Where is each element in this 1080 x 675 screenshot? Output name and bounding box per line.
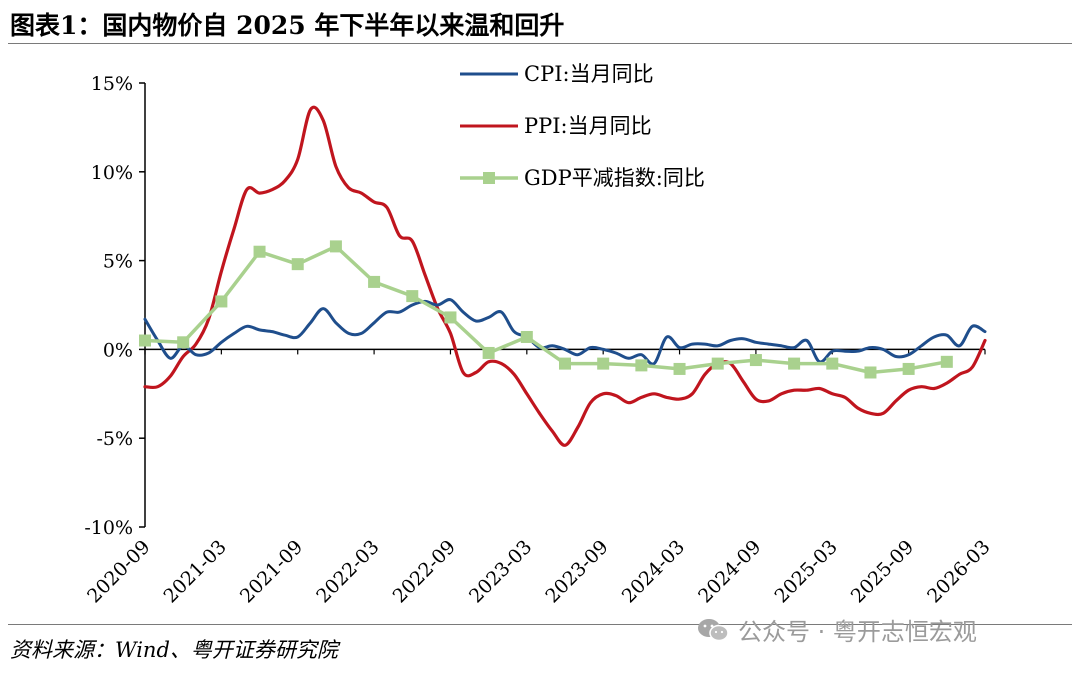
y-tick-label: 0% [103, 339, 133, 361]
x-tick-label: 2024-09 [694, 536, 765, 607]
y-tick-labels: 15% 10% 5% 0% -5% -10% [84, 73, 133, 539]
chart-series [139, 105, 987, 447]
cpi-line [143, 298, 987, 366]
gdp-deflator-marker [902, 362, 915, 375]
chart-legend: CPI:当月同比 PPI:当月同比 GDP平减指数:同比 [460, 62, 705, 190]
x-tick-label: 2022-03 [312, 536, 383, 607]
chart-axes [139, 82, 986, 528]
gdp-deflator-marker [329, 240, 342, 253]
gdp-legend-label: GDP平减指数:同比 [524, 166, 705, 190]
x-tick-label: 2022-09 [389, 536, 460, 607]
gdp-deflator-marker [559, 357, 571, 370]
gdp-deflator-marker [177, 336, 190, 349]
cpi-legend-label: CPI:当月同比 [524, 62, 654, 86]
gdp-deflator-marker [864, 366, 877, 379]
gdp-deflator-marker [635, 359, 648, 372]
y-tick-label: -10% [84, 517, 133, 539]
x-tick-label: 2021-03 [160, 536, 231, 607]
gdp-deflator-marker [139, 334, 151, 347]
x-tick-label: 2026-03 [923, 536, 994, 607]
gdp-deflator-marker [826, 357, 839, 370]
gdp-legend-marker [483, 172, 495, 184]
y-tick-label: 10% [91, 162, 133, 184]
ppi-legend-label: PPI:当月同比 [524, 114, 652, 138]
y-tick-label: 15% [91, 73, 133, 95]
gdp-deflator-marker [482, 346, 495, 359]
watermark: 公众号 · 粤开志恒宏观 [696, 612, 977, 647]
y-tick-label: 5% [103, 251, 133, 273]
x-tick-label: 2025-03 [770, 536, 841, 607]
x-tick-label: 2023-09 [541, 536, 612, 607]
gdp-deflator-marker [368, 275, 381, 288]
title-divider [8, 43, 1072, 44]
gdp-deflator-marker [444, 311, 457, 324]
x-tick-label: 2021-09 [236, 536, 307, 607]
source-note: 资料来源：Wind、粤开证券研究院 [10, 638, 338, 662]
ppi-line [143, 105, 987, 447]
x-tick-label: 2023-03 [465, 536, 536, 607]
x-tick-label: 2025-09 [847, 536, 918, 607]
gdp-deflator-marker [291, 258, 304, 271]
footer-divider [8, 624, 1072, 625]
gdp-deflator-marker [406, 290, 419, 303]
x-tick-label: 2020-09 [83, 536, 154, 607]
gdp-deflator-marker [711, 357, 724, 370]
y-tick-label: -5% [96, 428, 133, 450]
watermark-text: 公众号 · 粤开志恒宏观 [738, 618, 977, 646]
gdp-deflator-marker [253, 245, 266, 258]
gdp-deflator-marker [520, 330, 533, 343]
chart-title: 图表1：国内物价自 2025 年下半年以来温和回升 [10, 11, 565, 40]
gdp-deflator-marker [940, 355, 953, 368]
gdp-deflator-marker [749, 354, 762, 367]
gdp-deflator-marker [215, 295, 228, 308]
x-tick-labels: 2020-09 2021-03 2021-09 2022-03 2022-09 2023-… [83, 536, 994, 607]
x-tick-label: 2024-03 [618, 536, 689, 607]
gdp-deflator-marker [788, 357, 801, 370]
gdp-deflator-marker [673, 362, 686, 375]
wechat-icon [698, 618, 729, 641]
gdp-deflator-marker [597, 357, 610, 370]
gdp-deflator-line [144, 244, 948, 375]
